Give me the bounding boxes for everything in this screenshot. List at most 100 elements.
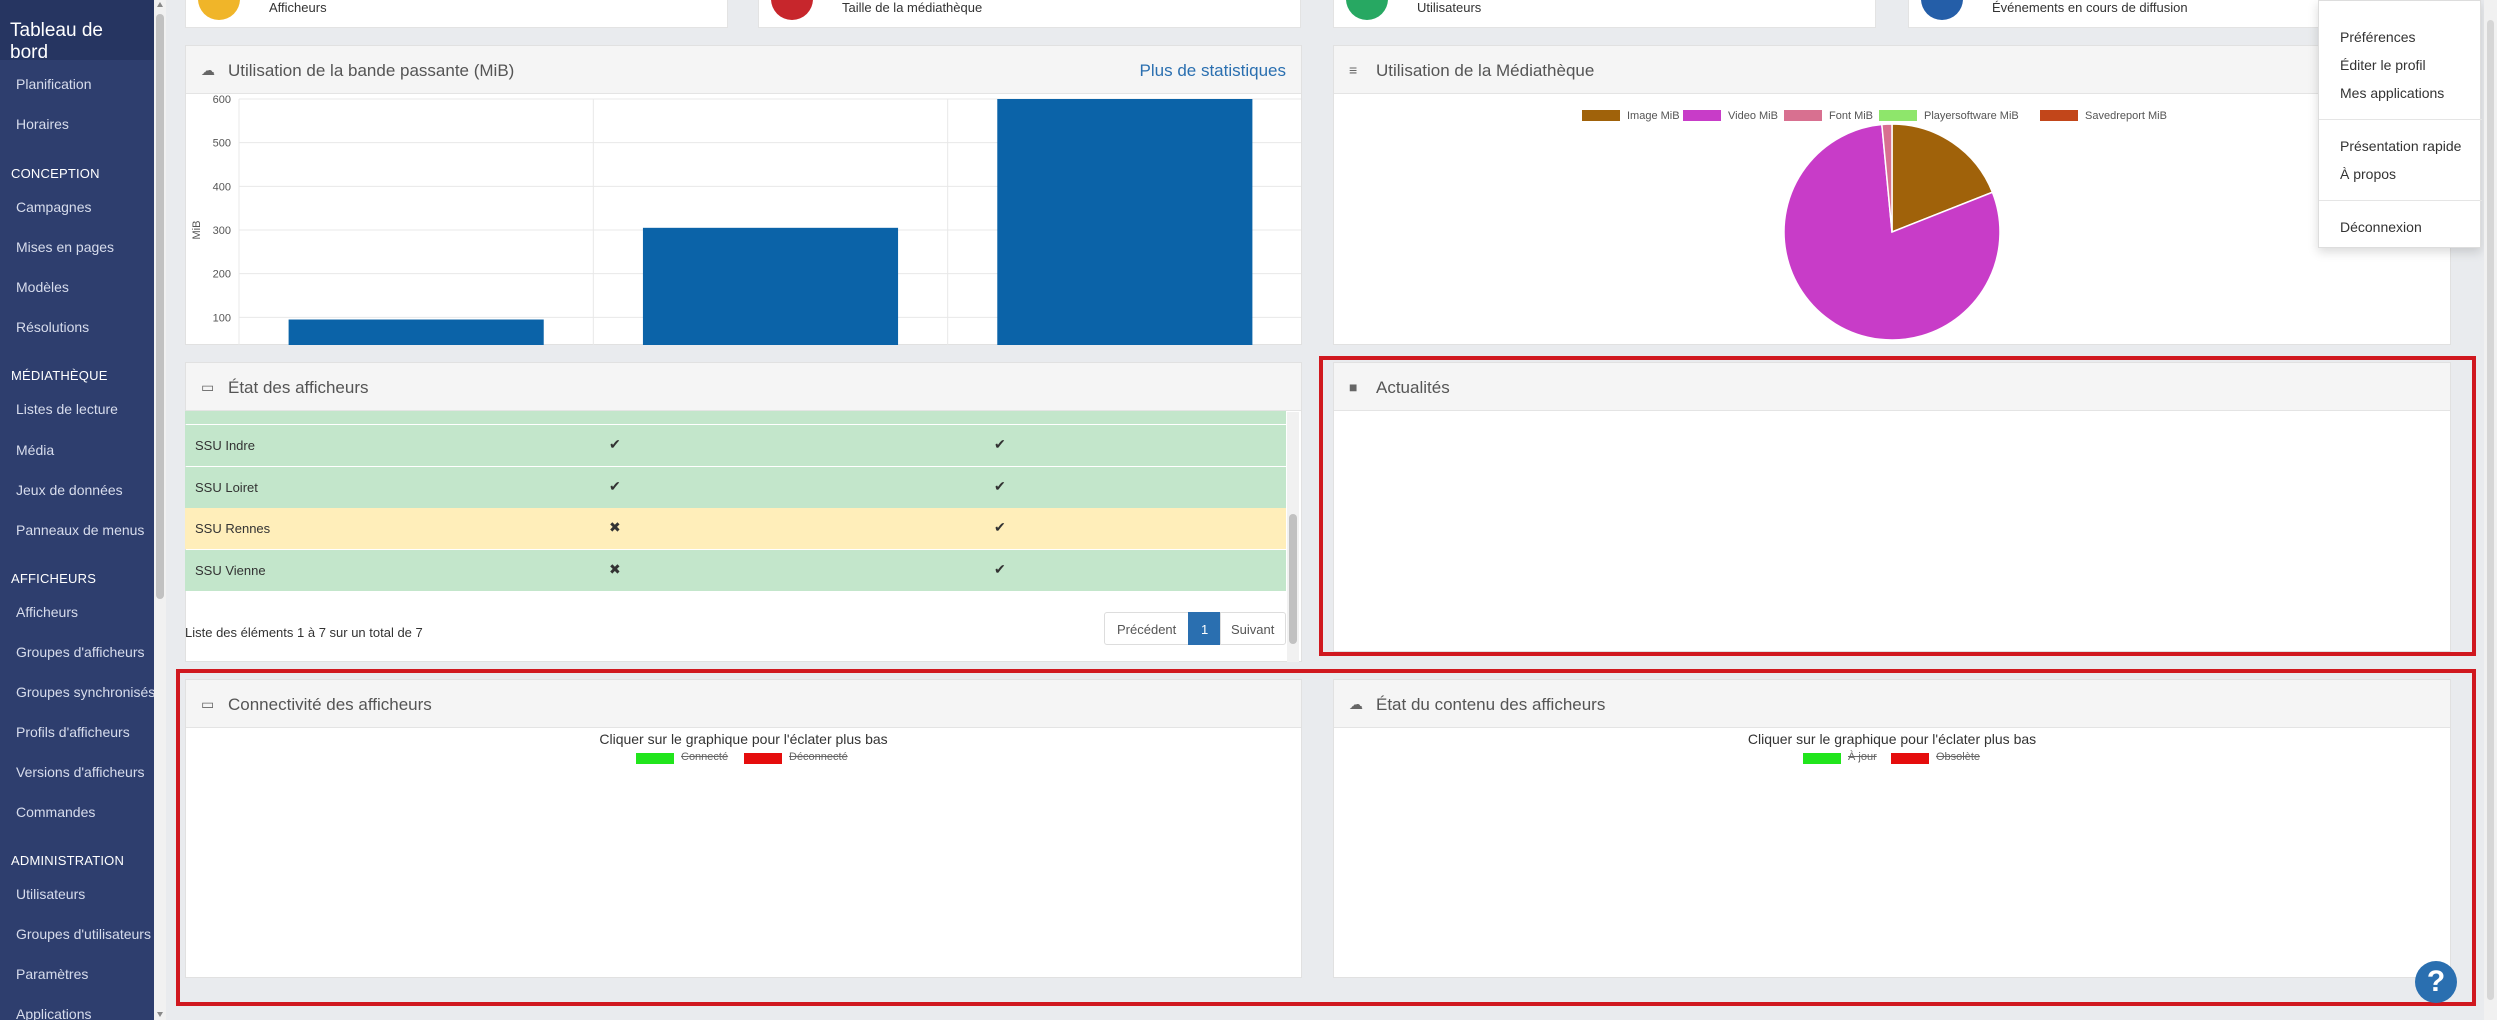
pie-slice[interactable] bbox=[1881, 123, 1893, 233]
legend-label-disconnected[interactable]: Déconnecté bbox=[789, 751, 848, 763]
sidebar-item-resolutions[interactable]: Résolutions bbox=[16, 319, 90, 335]
sidebar-item-planification[interactable]: Planification bbox=[16, 76, 92, 92]
sidebar-item-groupes-synchronises[interactable]: Groupes synchronisés bbox=[16, 684, 154, 700]
sidebar-section-administration: ADMINISTRATION bbox=[11, 853, 125, 868]
menu-item-preferences[interactable]: Préférences bbox=[2340, 29, 2416, 45]
table-row[interactable]: SSU Indre ✔ ✔ bbox=[185, 425, 1286, 466]
legend-swatch-up-to-date bbox=[1803, 753, 1841, 764]
menu-item-quick-tour[interactable]: Présentation rapide bbox=[2340, 138, 2462, 154]
library-pie-chart[interactable]: Image MiB Video MiB Font MiB Playersoftware… bbox=[1334, 95, 2450, 345]
cloud-download-icon: ☁ bbox=[1349, 696, 1363, 712]
stat-card-library-size[interactable]: Taille de la médiathèque bbox=[758, 0, 1301, 28]
sidebar-item-groupes-afficheurs[interactable]: Groupes d'afficheurs bbox=[16, 644, 145, 660]
y-tick-label: 600 bbox=[213, 95, 231, 106]
pager-prev-button[interactable]: Précédent bbox=[1104, 612, 1189, 645]
sidebar-item-panneaux-de-menus[interactable]: Panneaux de menus bbox=[16, 522, 145, 538]
table-row[interactable]: SSU Rennes ✖ ✔ bbox=[185, 508, 1286, 549]
library-panel-title: Utilisation de la Médiathèque bbox=[1376, 61, 1595, 80]
library-panel: ≡ Utilisation de la Médiathèque Image Mi… bbox=[1333, 45, 2451, 345]
menu-item-my-applications[interactable]: Mes applications bbox=[2340, 85, 2445, 101]
legend-label-connected[interactable]: Connecté bbox=[681, 751, 729, 763]
legend-label[interactable]: Savedreport MiB bbox=[2085, 110, 2167, 122]
legend-label[interactable]: Image MiB bbox=[1627, 110, 1680, 122]
sidebar-section-mediatheque: MÉDIATHÈQUE bbox=[11, 368, 108, 383]
stat-card-users[interactable]: Utilisateurs bbox=[1333, 0, 1876, 28]
status-check-icon: ✔ bbox=[994, 478, 1006, 494]
sidebar-scrollbar[interactable] bbox=[154, 0, 166, 1020]
menu-item-about[interactable]: À propos bbox=[2340, 166, 2397, 182]
bar[interactable] bbox=[642, 227, 899, 345]
pie-slice[interactable] bbox=[1891, 123, 1994, 234]
scroll-up-arrow-icon[interactable] bbox=[157, 2, 163, 7]
sidebar-brand[interactable]: Tableau de bord bbox=[0, 0, 154, 63]
help-button[interactable]: ? bbox=[2415, 961, 2457, 1003]
sidebar-item-media[interactable]: Média bbox=[16, 442, 55, 458]
sidebar-item-versions-afficheurs[interactable]: Versions d'afficheurs bbox=[16, 764, 145, 780]
legend-label[interactable]: Font MiB bbox=[1829, 110, 1873, 122]
sidebar-item-jeux-de-donnees[interactable]: Jeux de données bbox=[16, 482, 123, 498]
table-scrollbar[interactable] bbox=[1287, 412, 1299, 662]
bandwidth-bar-chart[interactable]: 0100200300400500600MiBMarchAprilMay bbox=[186, 95, 1301, 345]
list-icon: ≡ bbox=[1349, 62, 1358, 78]
sidebar-scrollbar-thumb[interactable] bbox=[156, 14, 164, 599]
sidebar-item-profils-afficheurs[interactable]: Profils d'afficheurs bbox=[16, 724, 130, 740]
legend-label-up-to-date[interactable]: À jour bbox=[1848, 751, 1877, 763]
stat-card-label: Taille de la médiathèque bbox=[842, 0, 983, 15]
sidebar-item-campagnes[interactable]: Campagnes bbox=[16, 199, 92, 215]
display-name: SSU Indre bbox=[195, 438, 255, 453]
table-row[interactable]: SSU Loiret ✔ ✔ bbox=[185, 467, 1286, 508]
stat-card-displays[interactable]: Afficheurs bbox=[185, 0, 728, 28]
connectivity-hint: Cliquer sur le graphique pour l'éclater … bbox=[599, 731, 888, 747]
bar[interactable] bbox=[288, 319, 544, 345]
scroll-down-arrow-icon[interactable] bbox=[157, 1012, 163, 1017]
sidebar-item-parametres[interactable]: Paramètres bbox=[16, 966, 89, 982]
pager-next-button[interactable]: Suivant bbox=[1220, 612, 1286, 645]
more-statistics-link[interactable]: Plus de statistiques bbox=[1139, 61, 1286, 80]
sidebar-item-modeles[interactable]: Modèles bbox=[16, 279, 69, 295]
display-name: SSU Rennes bbox=[195, 521, 271, 536]
pager-page-1-button[interactable]: 1 bbox=[1188, 612, 1220, 645]
monitor-icon: ▭ bbox=[201, 696, 215, 712]
sidebar-item-groupes-utilisateurs[interactable]: Groupes d'utilisateurs bbox=[16, 926, 151, 942]
connectivity-panel-header: ▭ Connectivité des afficheurs bbox=[186, 680, 1301, 728]
legend-label-obsolete[interactable]: Obsolète bbox=[1936, 751, 1981, 763]
stat-card-library-size-icon bbox=[771, 0, 813, 20]
menu-separator bbox=[2319, 200, 2482, 201]
stat-card-label: Afficheurs bbox=[269, 0, 327, 15]
sidebar-item-mises-en-pages[interactable]: Mises en pages bbox=[16, 239, 115, 255]
pager-next-label: Suivant bbox=[1231, 622, 1275, 637]
y-tick-label: 300 bbox=[213, 225, 231, 237]
sidebar-item-applications[interactable]: Applications bbox=[16, 1006, 92, 1020]
connectivity-panel: ▭ Connectivité des afficheurs Cliquer su… bbox=[185, 679, 1302, 978]
stat-card-label: Utilisateurs bbox=[1417, 0, 1482, 15]
menu-item-edit-profile[interactable]: Éditer le profil bbox=[2340, 57, 2426, 73]
legend-swatch-connected bbox=[636, 753, 674, 764]
sidebar-item-utilisateurs[interactable]: Utilisateurs bbox=[16, 886, 86, 902]
display-name: SSU Loiret bbox=[195, 480, 258, 495]
sidebar-item-afficheurs[interactable]: Afficheurs bbox=[16, 604, 78, 620]
status-check-icon: ✔ bbox=[994, 436, 1006, 452]
status-check-icon: ✔ bbox=[609, 436, 621, 452]
menu-item-logout[interactable]: Déconnexion bbox=[2340, 219, 2422, 235]
pie-slice[interactable] bbox=[1783, 123, 2001, 341]
sidebar-section-conception: CONCEPTION bbox=[11, 166, 100, 181]
main-scrollbar-thumb[interactable] bbox=[2487, 20, 2494, 1000]
library-panel-header: ≡ Utilisation de la Médiathèque bbox=[1334, 46, 2450, 94]
y-tick-label: 500 bbox=[213, 138, 231, 150]
sidebar-item-commandes[interactable]: Commandes bbox=[16, 804, 96, 820]
legend-swatch bbox=[1683, 110, 1721, 121]
bar[interactable] bbox=[997, 99, 1253, 345]
table-scrollbar-thumb[interactable] bbox=[1289, 514, 1297, 644]
sidebar-item-horaires[interactable]: Horaires bbox=[16, 116, 69, 132]
book-icon: ■ bbox=[1349, 379, 1358, 395]
y-tick-label: 100 bbox=[213, 312, 231, 324]
table-row-partial bbox=[185, 411, 1286, 424]
sidebar-item-listes-de-lecture[interactable]: Listes de lecture bbox=[16, 401, 118, 417]
main-scrollbar[interactable] bbox=[2484, 0, 2497, 1020]
y-tick-label: 400 bbox=[213, 181, 231, 193]
legend-label[interactable]: Playersoftware MiB bbox=[1924, 110, 2019, 122]
status-cross-icon: ✖ bbox=[609, 561, 621, 577]
legend-label[interactable]: Video MiB bbox=[1728, 110, 1778, 122]
display-status-panel-title: État des afficheurs bbox=[228, 378, 369, 397]
table-row[interactable]: SSU Vienne ✖ ✔ bbox=[185, 550, 1286, 591]
